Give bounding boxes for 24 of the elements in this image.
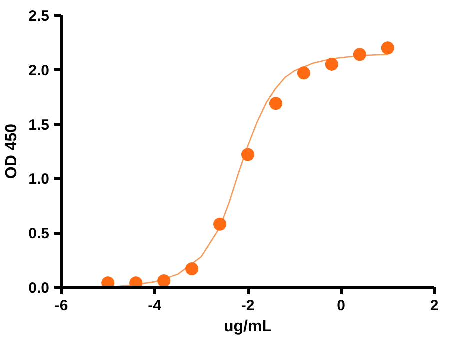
x-tick-label: -6 [54,298,68,314]
point [242,148,254,162]
x-tick-label: 2 [430,298,439,314]
point [214,218,227,231]
y-tick-label: 0.0 [28,280,50,297]
y-tick-label: 1.5 [28,116,50,134]
point [158,274,171,288]
y-tick-label: 2.5 [28,8,50,25]
y-tick-label: 1.0 [28,171,50,188]
point [102,276,115,288]
point [297,66,310,80]
point [353,48,366,62]
x-tick-label: 0 [337,298,346,314]
point [269,97,282,110]
point [325,58,338,71]
point [130,276,143,288]
x-axis-title: ug/mL [224,318,272,336]
point [186,262,199,276]
y-axis-title: OD 450 [4,124,21,180]
point [381,42,394,55]
x-tick-label: -4 [148,298,162,314]
y-tick-label: 2.0 [28,62,50,80]
y-tick-label: 0.5 [28,226,50,243]
x-tick-label: -2 [241,298,255,314]
